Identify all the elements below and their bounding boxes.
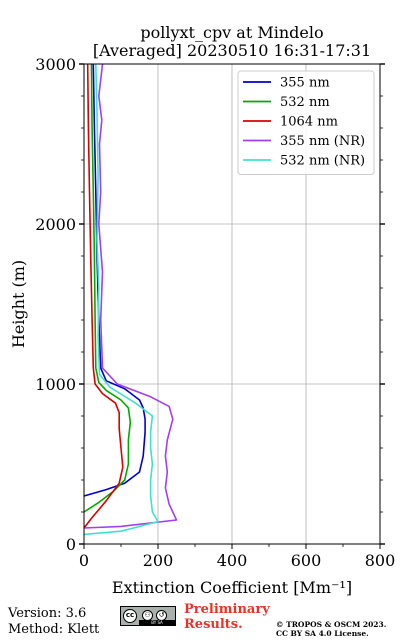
version-text: Version: 3.6 [8, 606, 87, 621]
series-line-532-nm-nr- [83, 63, 159, 536]
legend-label: 532 nm (NR) [280, 154, 365, 169]
legend-label: 355 nm [280, 76, 330, 91]
y-tick-label: 1000 [35, 375, 76, 394]
x-tick-label: 200 [143, 551, 174, 570]
chart-title-line2: [Averaged] 20230510 16:31-17:31 [92, 41, 372, 60]
y-tick-label: 3000 [35, 55, 76, 74]
y-tick-label: 0 [66, 535, 76, 554]
chart-title-line1: pollyxt_cpv at Mindelo [140, 23, 324, 42]
x-tick-label: 400 [217, 551, 248, 570]
cc-icon: cc [123, 609, 137, 623]
legend: 355 nm 532 nm 1064 nm 355 nm (NR) 532 nm (NR… [237, 70, 375, 175]
copyright-note: © TROPOS & OSCM 2023. CC BY SA 4.0 Licen… [276, 620, 386, 638]
series-line-532-nm [83, 63, 132, 513]
x-tick-label: 800 [365, 551, 396, 570]
legend-label: 355 nm (NR) [280, 134, 365, 149]
extinction-chart: 0 200 400 600 800 0 1000 2000 3000 355 nm 532 nm 1… [9, 55, 395, 597]
y-tick-label: 2000 [35, 215, 76, 234]
series-line-1064-nm [83, 63, 124, 529]
legend-label: 1064 nm [280, 115, 338, 130]
method-text: Method: Klett [8, 622, 100, 637]
series-lines [83, 63, 178, 536]
x-axis-label: Extinction Coefficient [Mm⁻¹] [112, 578, 352, 597]
copyright-line1: © TROPOS & OSCM 2023. [276, 620, 387, 629]
x-tick-label: 0 [79, 551, 89, 570]
copyright-line2: CC BY SA 4.0 License. [276, 629, 369, 638]
prelim-line2: Results. [184, 617, 243, 632]
legend-box [237, 70, 375, 175]
license-strip: BY SA [139, 620, 175, 625]
y-axis-label: Height (m) [9, 260, 28, 348]
series-line-355-nm [83, 63, 146, 497]
axis-ticks: 0 200 400 600 800 0 1000 2000 3000 [35, 55, 395, 570]
legend-label: 532 nm [280, 95, 330, 110]
preliminary-results-note: Preliminary Results. [184, 602, 270, 632]
x-tick-label: 600 [291, 551, 322, 570]
series-line-355-nm-nr- [83, 63, 178, 529]
prelim-line1: Preliminary [184, 602, 270, 617]
cc-license-badge: cc ⚇ ↺ BY SA [120, 606, 176, 626]
